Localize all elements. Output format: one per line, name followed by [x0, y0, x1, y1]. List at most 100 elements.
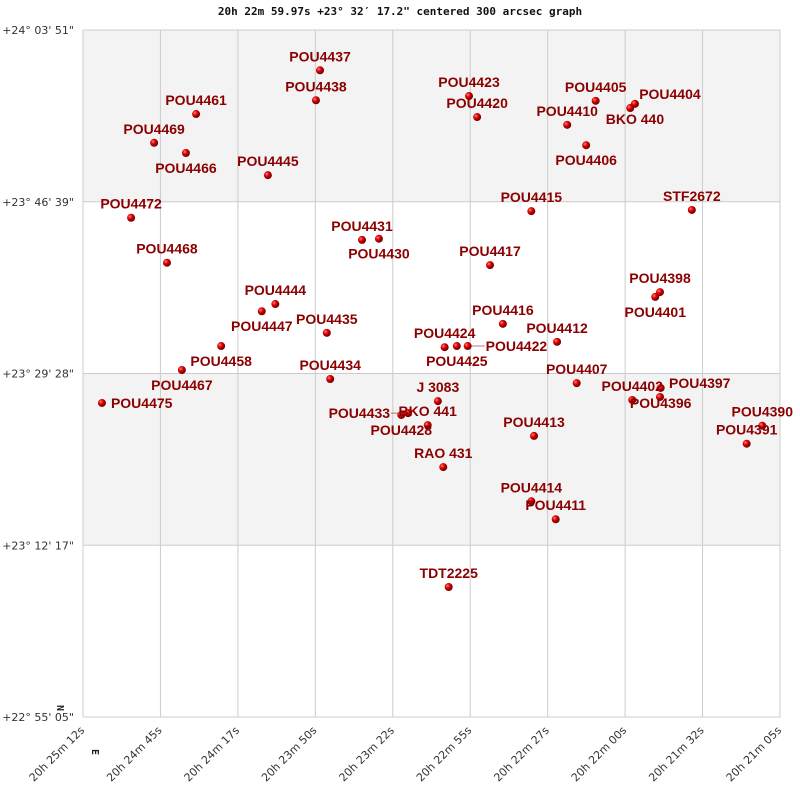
x-tick-label: 20h 22m 00s — [569, 724, 630, 785]
star-marker — [553, 337, 562, 346]
star-marker — [498, 319, 507, 328]
y-tick-label: +23° 29' 28" — [2, 368, 74, 381]
star-marker — [563, 120, 572, 129]
grid-band — [83, 545, 780, 717]
star-label: POU4425 — [426, 353, 488, 369]
star-label: STF2672 — [663, 188, 721, 204]
star-marker — [263, 171, 272, 180]
star-label: POU4410 — [536, 103, 598, 119]
star-marker — [628, 395, 637, 404]
y-tick-label: +23° 46' 39" — [2, 196, 74, 209]
star-label: POU4435 — [296, 311, 358, 327]
star-marker — [582, 141, 591, 150]
star-label: POU4445 — [237, 153, 299, 169]
star-label: POU4407 — [546, 361, 608, 377]
star-label: POU4402 — [601, 378, 663, 394]
grid-band — [83, 201, 780, 374]
star-marker — [397, 410, 406, 419]
star-label: POU4420 — [446, 95, 508, 111]
x-tick-label: 20h 22m 27s — [491, 724, 552, 785]
star-marker — [591, 96, 600, 105]
star-label: POU4390 — [732, 404, 794, 420]
star-marker — [626, 104, 635, 113]
star-label: POU4423 — [438, 74, 500, 90]
x-tick-label: 20h 21m 32s — [646, 724, 707, 785]
star-label: POU4472 — [100, 196, 162, 212]
star-label: POU4444 — [245, 282, 307, 298]
star-marker — [527, 207, 536, 216]
x-tick-label: 20h 25m 12s — [27, 724, 88, 785]
star-label: POU4397 — [669, 375, 731, 391]
x-tick-label: 20h 21m 05s — [724, 724, 785, 785]
star-marker — [150, 138, 159, 147]
star-label: POU4469 — [123, 121, 185, 137]
star-label: POU4413 — [503, 414, 565, 430]
star-marker — [465, 92, 474, 101]
star-markers — [97, 66, 767, 591]
star-label: POU4468 — [136, 241, 198, 257]
star-label: J 3083 — [416, 379, 459, 395]
star-labels: POU4437 POU4438 POU4461 POU4469 POU4466 POU44… — [100, 48, 793, 581]
star-marker — [452, 342, 461, 351]
star-label: POU4422 — [486, 338, 548, 354]
star-marker — [651, 292, 660, 301]
star-marker — [316, 66, 325, 75]
star-marker — [177, 365, 186, 374]
y-tick-label: +22° 55' 05" — [2, 711, 74, 724]
star-label: POU4414 — [501, 479, 563, 495]
star-marker — [758, 421, 767, 430]
star-label: POU4396 — [630, 395, 692, 411]
y-tick-label: +24° 03' 51" — [2, 24, 74, 37]
star-label: POU4434 — [299, 357, 361, 373]
star-label: POU4401 — [625, 304, 687, 320]
star-marker — [322, 328, 331, 337]
star-label: RAO 431 — [414, 445, 473, 461]
star-label: POU4406 — [555, 152, 617, 168]
star-marker — [404, 409, 413, 418]
star-label: POU4417 — [459, 243, 521, 259]
star-label: POU4416 — [472, 302, 534, 318]
star-label: POU4475 — [111, 395, 173, 411]
star-label: POU4433 — [329, 405, 391, 421]
north-indicator: N — [54, 705, 65, 711]
star-label: POU4411 — [525, 497, 586, 513]
star-marker — [97, 398, 106, 407]
star-marker — [326, 374, 335, 383]
star-label: POU4461 — [165, 92, 227, 108]
star-marker — [257, 307, 266, 316]
x-tick-label: 20h 23m 22s — [337, 724, 398, 785]
star-marker — [444, 582, 453, 591]
star-label: POU4467 — [151, 377, 213, 393]
star-marker — [655, 392, 664, 401]
star-marker — [473, 113, 482, 122]
star-marker — [687, 205, 696, 214]
star-marker — [217, 342, 226, 351]
star-marker — [551, 515, 560, 524]
star-marker — [181, 149, 190, 158]
star-marker — [530, 431, 539, 440]
star-marker — [374, 234, 383, 243]
chart-title: 20h 22m 59.97s +23° 32′ 17.2" centered 3… — [217, 5, 583, 18]
star-marker — [572, 379, 581, 388]
x-tick-label: 20h 23m 50s — [259, 724, 320, 785]
x-tick-label: 20h 24m 17s — [182, 724, 243, 785]
star-label: POU4415 — [501, 189, 563, 205]
star-label: POU4398 — [629, 270, 691, 286]
star-marker — [127, 213, 136, 222]
star-marker — [439, 463, 448, 472]
star-marker — [162, 258, 171, 267]
star-label: POU4431 — [331, 218, 393, 234]
star-marker — [433, 397, 442, 406]
x-tick-label: 20h 24m 45s — [104, 724, 165, 785]
star-label: POU4466 — [155, 160, 217, 176]
x-tick-label: 20h 22m 55s — [414, 724, 475, 785]
star-marker — [486, 261, 495, 270]
star-marker — [271, 300, 280, 309]
star-label: BKO 440 — [606, 111, 665, 127]
star-marker — [440, 343, 449, 352]
star-label: POU4428 — [371, 422, 433, 438]
star-label: POU4391 — [716, 422, 778, 438]
star-label: POU4447 — [231, 318, 293, 334]
grid-band — [83, 373, 780, 546]
